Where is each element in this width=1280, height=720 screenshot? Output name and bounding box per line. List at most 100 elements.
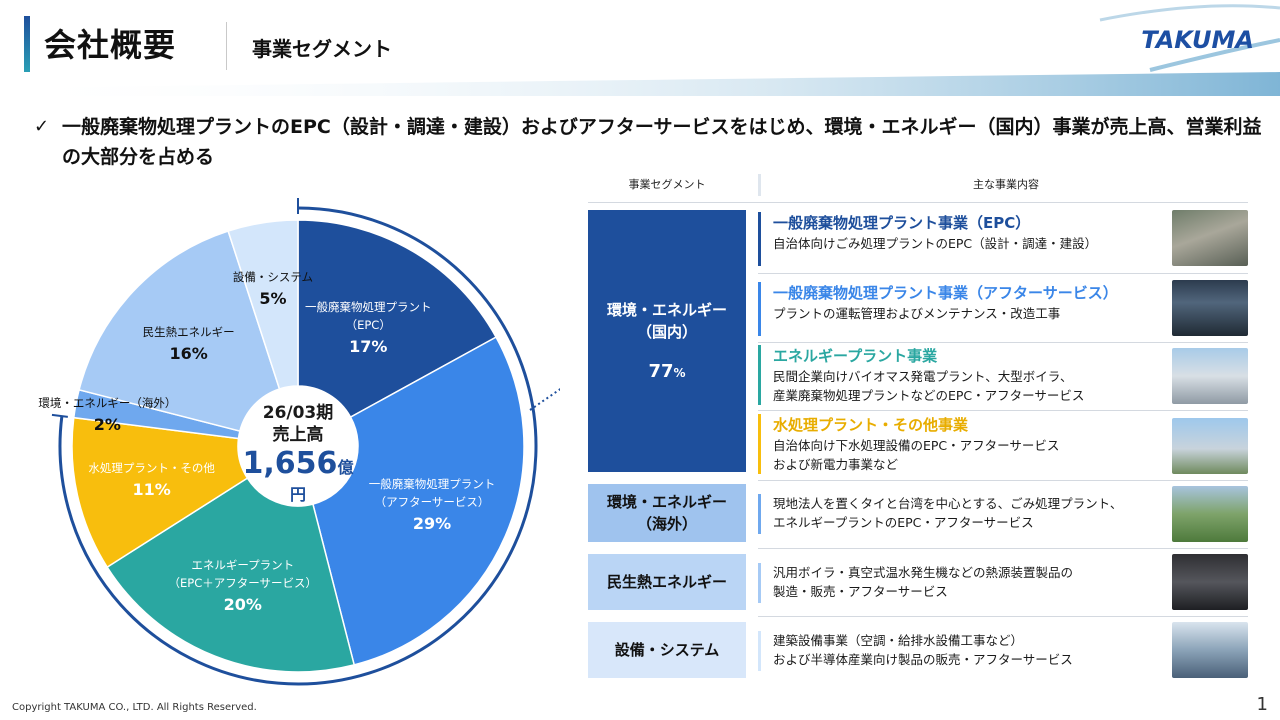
slice-label-name: エネルギープラント: [191, 558, 295, 573]
pie-slice: [78, 230, 281, 432]
segment-name: 民生熱エネルギー: [606, 573, 727, 591]
business-desc-cont: および新電力事業など: [773, 457, 899, 472]
slice-label: 一般廃棄物処理プラント （アフターサービス） 29%: [347, 475, 517, 533]
business-title: 水処理プラント・その他事業: [773, 416, 969, 434]
slice-label-name-sub: （EPC＋アフターサービス）: [168, 576, 318, 591]
segment-share-unit: %: [673, 365, 686, 380]
business-row-overseas: 現地法人を置くタイと台湾を中心とする、ごみ処理プラント、 エネルギープラントのE…: [758, 494, 1248, 534]
takuma-logo: TAKUMA: [1141, 26, 1254, 54]
slice-label-value: 20%: [223, 595, 262, 615]
check-icon: ✓: [34, 116, 50, 137]
pie-slice: [297, 219, 498, 419]
row-divider: [758, 548, 1248, 549]
segment-equipment-systems: 設備・システム: [588, 622, 746, 678]
pie-slice: [227, 219, 299, 390]
photo-overseas-plant: [1172, 486, 1248, 542]
col-header-separator: [758, 174, 761, 196]
slice-label: エネルギープラント （EPC＋アフターサービス） 20%: [158, 556, 328, 614]
business-desc: プラントの運転管理およびメンテナンス・改造工事: [773, 306, 1061, 321]
business-desc: 建築設備事業（空調・給排水設備工事など）: [773, 633, 1024, 648]
photo-waste-plant: [1172, 210, 1248, 266]
business-desc: 現地法人を置くタイと台湾を中心とする、ごみ処理プラント、: [773, 496, 1123, 511]
photo-biomass-plant: [1172, 348, 1248, 404]
business-row-energy-plant: エネルギープラント事業 民間企業向けバイオマス発電プラント、大型ボイラ、 産業廃…: [758, 345, 1248, 405]
row-divider: [758, 410, 1248, 411]
pie-svg: [51, 198, 560, 686]
col-header-content: 主な事業内容: [973, 178, 1039, 191]
slice-label-value: 16%: [169, 344, 208, 364]
row-divider: [758, 616, 1248, 617]
segment-domestic: 環境・エネルギー （国内） 77%: [588, 210, 746, 472]
business-title: エネルギープラント事業: [773, 347, 938, 365]
pie-slice: [71, 416, 249, 569]
business-row-epc: 一般廃棄物処理プラント事業（EPC） 自治体向けごみ処理プラントのEPC（設計・…: [758, 212, 1248, 266]
row-divider: [758, 273, 1248, 274]
lead-text: 一般廃棄物処理プラントのEPC（設計・調達・建設）およびアフターサービスをはじめ…: [62, 116, 1262, 168]
page-subtitle: 事業セグメント: [252, 37, 392, 61]
segment-name-sub: （海外）: [636, 515, 697, 533]
page-title: 会社概要: [44, 26, 177, 64]
photo-control-room: [1172, 280, 1248, 336]
center-caption: 売上高: [272, 425, 324, 445]
segment-name-sub: （国内）: [636, 322, 697, 341]
domestic-share-arc: [58, 206, 538, 686]
center-period: 26/03期: [262, 403, 334, 423]
header-rule: [588, 202, 1248, 203]
header-divider: [226, 22, 227, 70]
business-row-after-service: 一般廃棄物処理プラント事業（アフターサービス） プラントの運転管理およびメンテナ…: [758, 282, 1248, 336]
slice-label-name: 水処理プラント・その他: [88, 460, 215, 475]
row-divider: [758, 342, 1248, 343]
slice-label-value: 17%: [349, 337, 388, 357]
chart-center-label: 26/03期 売上高 1,656億円: [238, 402, 358, 505]
header-swoosh-decoration: [0, 4, 1280, 96]
segment-name: 設備・システム: [614, 641, 720, 659]
slice-label-name-sub: （EPC）: [345, 318, 391, 333]
row-divider: [758, 480, 1248, 481]
slice-label-value: 29%: [412, 513, 452, 533]
slice-label-value: 2%: [93, 415, 121, 435]
header-accent-bar: [24, 16, 30, 72]
copyright: Copyright TAKUMA CO., LTD. All Rights Re…: [12, 702, 257, 713]
segment-overseas: 環境・エネルギー （海外）: [588, 484, 746, 542]
center-unit: 億円: [289, 458, 354, 504]
revenue-pie-chart: [0, 180, 560, 690]
business-desc: 汎用ボイラ・真空式温水発生機などの熱源装置製品の: [773, 565, 1074, 580]
business-row-equipment: 建築設備事業（空調・給排水設備工事など） および半導体産業向け製品の販売・アフタ…: [758, 631, 1248, 671]
col-header-segment: 事業セグメント: [628, 178, 706, 191]
business-row-heat-energy: 汎用ボイラ・真空式温水発生機などの熱源装置製品の 製造・販売・アフターサービス: [758, 563, 1248, 603]
business-title: 一般廃棄物処理プラント事業（アフターサービス）: [773, 284, 1118, 302]
slice-label-name-sub: （アフターサービス）: [374, 494, 490, 509]
slice-label-name: 一般廃棄物処理プラント: [304, 300, 432, 315]
segment-name: 環境・エネルギー: [606, 300, 727, 319]
photo-boiler-products: [1172, 554, 1248, 610]
slice-label-name: 民生熱エネルギー: [142, 325, 235, 340]
segment-share-value: 77: [648, 360, 674, 382]
slice-label-value: 11%: [132, 479, 171, 499]
business-desc: 自治体向け下水処理設備のEPC・アフターサービス: [773, 438, 1060, 453]
segment-share: 77%: [648, 361, 685, 384]
pie-slice: [106, 477, 356, 673]
photo-equipment-systems: [1172, 622, 1248, 678]
slice-label: 水処理プラント・その他 11%: [67, 459, 237, 499]
slice-label-name: 設備・システム: [232, 269, 314, 284]
center-amount: 1,656: [242, 446, 338, 481]
business-desc-cont: および半導体産業向け製品の販売・アフターサービス: [773, 652, 1073, 667]
segment-heat-energy: 民生熱エネルギー: [588, 554, 746, 610]
slice-label-value: 5%: [259, 288, 287, 308]
business-title: 一般廃棄物処理プラント事業（EPC）: [773, 214, 1031, 232]
arc-end-tick: [51, 413, 68, 418]
slice-label: 民生熱エネルギー 16%: [104, 323, 274, 363]
pie-slice: [312, 336, 525, 666]
page-number: 1: [1256, 694, 1268, 715]
connector-line: [529, 388, 560, 411]
slice-label: 一般廃棄物処理プラント （EPC） 17%: [283, 298, 453, 356]
business-desc: 自治体向けごみ処理プラントのEPC（設計・調達・建設）: [773, 236, 1098, 251]
business-row-water: 水処理プラント・その他事業 自治体向け下水処理設備のEPC・アフターサービス お…: [758, 414, 1248, 474]
segment-name: 環境・エネルギー: [606, 493, 727, 511]
business-desc-cont: 製造・販売・アフターサービス: [773, 584, 948, 599]
slice-label-name: 一般廃棄物処理プラント: [368, 476, 496, 491]
photo-water-treatment: [1172, 418, 1248, 474]
slice-label: 設備・システム 5%: [188, 268, 358, 308]
business-desc: 民間企業向けバイオマス発電プラント、大型ボイラ、: [773, 369, 1073, 384]
slice-label: 環境・エネルギー（海外） 2%: [22, 394, 192, 434]
